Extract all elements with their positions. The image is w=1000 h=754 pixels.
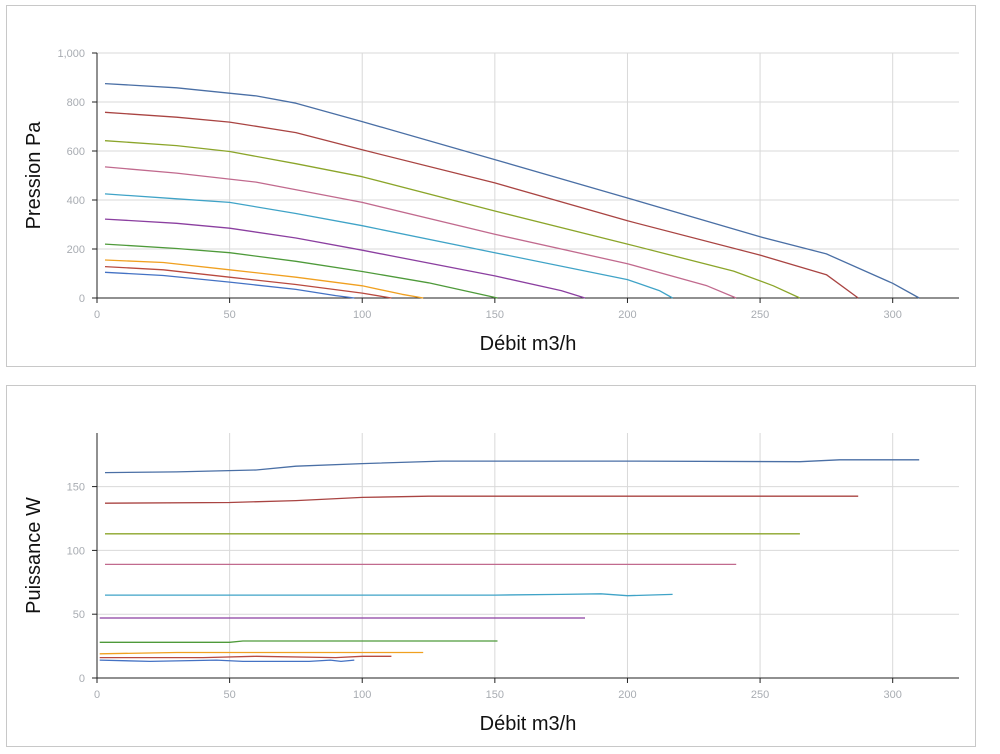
pressure-chart: 0 200 400 600 800 1,000 0 50 100 150 200 250 300 Débi… <box>23 48 959 355</box>
y-tick-label: 600 <box>67 146 85 158</box>
series-line-8 <box>99 651 424 655</box>
x-axis-title: Débit m3/h <box>480 333 577 355</box>
x-tick-label: 0 <box>94 689 100 701</box>
series-line-2 <box>104 495 859 504</box>
series-line-8 <box>104 259 424 299</box>
y-tick-label: 50 <box>73 609 85 621</box>
x-tick-label: 200 <box>618 309 636 321</box>
x-tick-label: 50 <box>223 689 235 701</box>
y-tick-label: 1,000 <box>57 48 85 60</box>
x-tick-label: 200 <box>618 689 636 701</box>
series-line-9 <box>99 655 392 659</box>
x-axis-title: Débit m3/h <box>480 713 577 735</box>
x-tick-label: 50 <box>223 309 235 321</box>
x-tick-label: 250 <box>751 689 769 701</box>
y-tick-label: 0 <box>79 673 85 685</box>
series-line-1 <box>104 82 920 299</box>
x-tick-label: 300 <box>884 689 902 701</box>
series-line-9 <box>104 265 392 299</box>
series-line-10 <box>104 271 355 299</box>
x-tick-label: 100 <box>353 309 371 321</box>
series-line-6 <box>104 218 586 299</box>
x-tick-label: 300 <box>884 309 902 321</box>
y-tick-label: 400 <box>67 195 85 207</box>
y-tick-label: 200 <box>67 244 85 256</box>
series-line-1 <box>104 459 920 474</box>
series-line-4 <box>104 166 737 299</box>
power-chart: 0 50 100 150 0 50 100 150 200 250 300 Débit m3/h Pui… <box>23 433 959 735</box>
x-tick-label: 250 <box>751 309 769 321</box>
x-tick-label: 150 <box>486 309 504 321</box>
x-tick-label: 150 <box>486 689 504 701</box>
x-tick-label: 0 <box>94 309 100 321</box>
series-line-7 <box>99 640 498 643</box>
y-axis-title: Puissance W <box>23 497 45 614</box>
series-line-5 <box>104 193 673 299</box>
y-tick-label: 150 <box>67 482 85 494</box>
series-line-10 <box>99 659 355 663</box>
y-tick-label: 100 <box>67 545 85 557</box>
y-tick-label: 800 <box>67 97 85 109</box>
x-tick-label: 100 <box>353 689 371 701</box>
y-tick-label: 0 <box>79 293 85 305</box>
series-line-7 <box>104 243 498 299</box>
power-chart-panel: 0 50 100 150 0 50 100 150 200 250 300 Débit m3/h Pui… <box>6 385 976 747</box>
pressure-chart-panel: 0 200 400 600 800 1,000 0 50 100 150 200 250 300 Débi… <box>6 5 976 367</box>
y-axis-title: Pression Pa <box>23 121 45 230</box>
series-line-3 <box>104 140 801 299</box>
series-line-5 <box>105 593 673 597</box>
series-line-2 <box>104 111 859 299</box>
